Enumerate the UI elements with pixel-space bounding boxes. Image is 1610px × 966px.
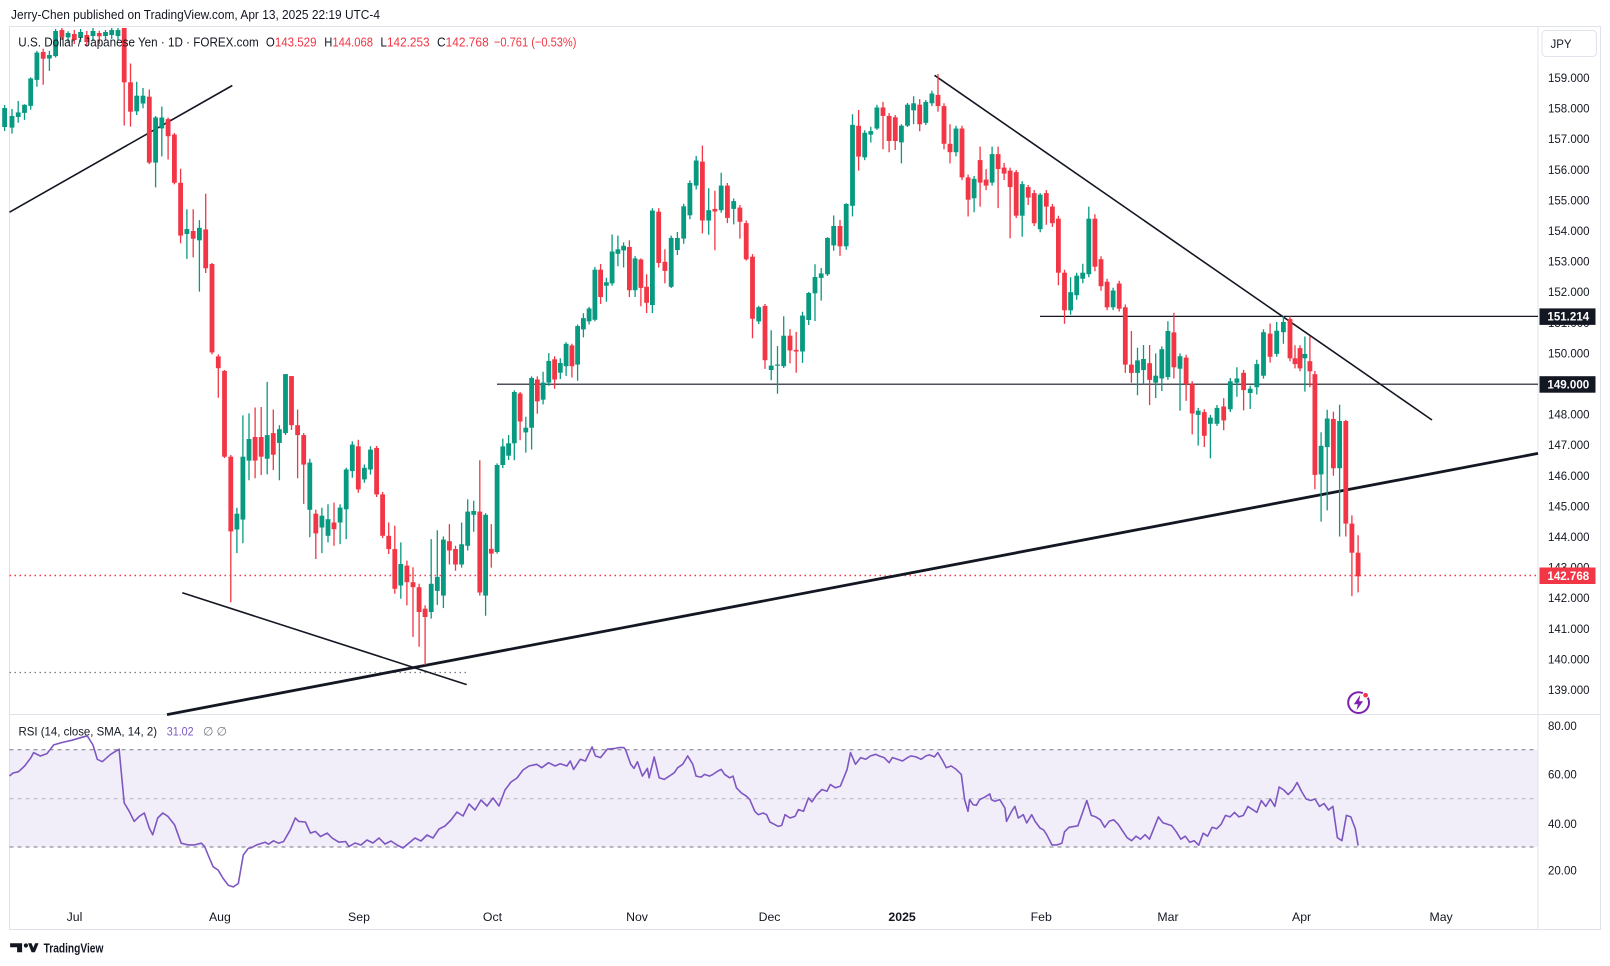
svg-text:148.000: 148.000 [1548,410,1590,422]
svg-text:2025: 2025 [888,910,916,924]
svg-text:Nov: Nov [626,910,649,924]
svg-text:U.S. Dollar / Japanese Yen · 1: U.S. Dollar / Japanese Yen · 1D · FOREX.… [18,35,258,50]
svg-text:May: May [1429,910,1453,924]
svg-text:C142.768: C142.768 [437,35,489,50]
svg-text:RSI (14, close, SMA, 14, 2): RSI (14, close, SMA, 14, 2) [19,725,158,739]
svg-text:60.00: 60.00 [1548,769,1577,781]
svg-text:141.000: 141.000 [1548,624,1590,636]
svg-text:146.000: 146.000 [1548,471,1590,483]
svg-text:153.000: 153.000 [1548,257,1590,269]
svg-text:Oct: Oct [483,910,503,924]
svg-text:140.000: 140.000 [1548,654,1590,666]
svg-text:Jerry-Chen published on Tradin: Jerry-Chen published on TradingView.com,… [11,7,380,22]
svg-text:H144.068: H144.068 [324,35,373,50]
svg-text:40.00: 40.00 [1548,819,1577,831]
svg-text:Apr: Apr [1292,910,1311,924]
svg-text:149.000: 149.000 [1547,379,1589,392]
svg-text:JPY: JPY [1550,39,1571,51]
svg-text:142.000: 142.000 [1548,593,1590,605]
svg-text:157.000: 157.000 [1548,134,1590,146]
svg-text:147.000: 147.000 [1548,440,1590,452]
svg-text:80.00: 80.00 [1548,721,1577,733]
svg-text:159.000: 159.000 [1548,73,1590,85]
svg-text:−0.761 (−0.53%): −0.761 (−0.53%) [494,35,577,50]
svg-text:158.000: 158.000 [1548,104,1590,116]
svg-text:155.000: 155.000 [1548,195,1590,207]
svg-text:∅: ∅ [203,725,213,739]
svg-text:145.000: 145.000 [1548,501,1590,513]
svg-text:Sep: Sep [348,910,370,924]
svg-text:151.214: 151.214 [1547,311,1589,324]
svg-text:156.000: 156.000 [1548,165,1590,177]
svg-text:TradingView: TradingView [44,940,104,955]
svg-text:∅: ∅ [217,725,227,739]
svg-text:144.000: 144.000 [1548,532,1590,544]
svg-text:139.000: 139.000 [1548,685,1590,697]
svg-text:Jul: Jul [67,910,83,924]
svg-text:Mar: Mar [1157,910,1178,924]
svg-text:Dec: Dec [759,910,781,924]
svg-text:150.000: 150.000 [1548,348,1590,360]
svg-text:O143.529: O143.529 [266,35,317,50]
svg-text:Feb: Feb [1031,910,1052,924]
svg-text:Aug: Aug [209,910,231,924]
svg-text:152.000: 152.000 [1548,287,1590,299]
svg-text:20.00: 20.00 [1548,865,1577,877]
svg-text:L142.253: L142.253 [380,35,429,50]
svg-text:142.768: 142.768 [1547,570,1589,583]
svg-text:154.000: 154.000 [1548,226,1590,238]
svg-text:31.02: 31.02 [167,725,194,739]
